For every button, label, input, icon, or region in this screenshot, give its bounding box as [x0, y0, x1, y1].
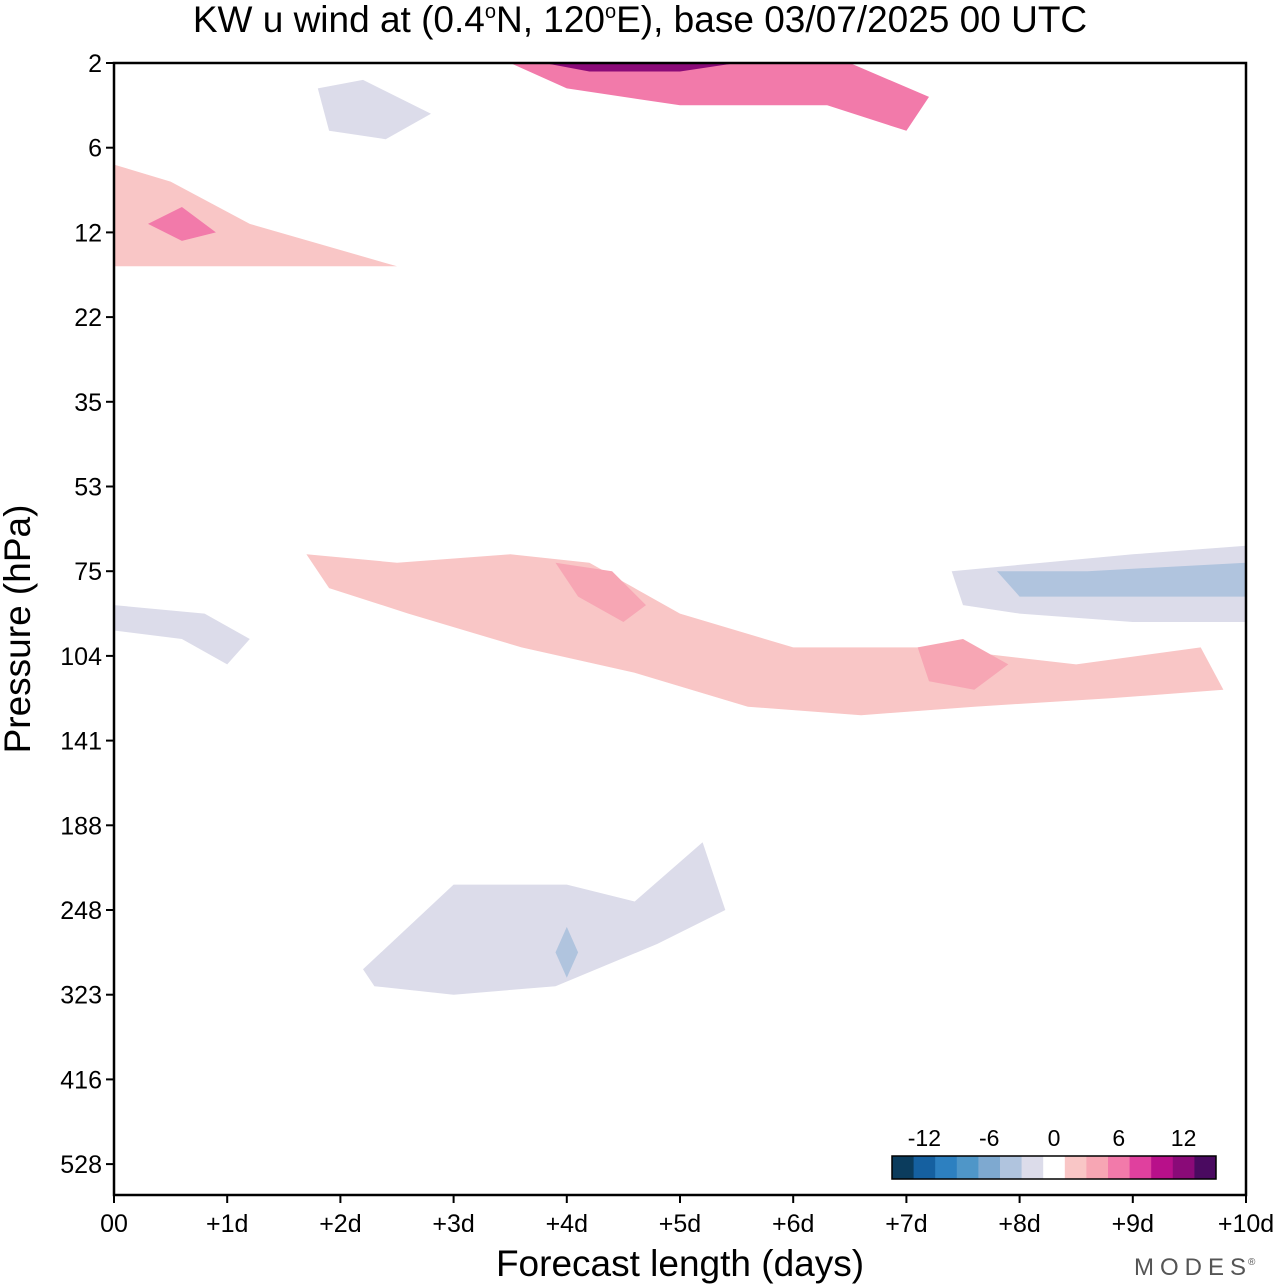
contour-lower-trop-easterly-max — [555, 926, 579, 978]
y-tick-label: 188 — [60, 812, 102, 840]
contour-mid-level-westerly — [306, 554, 1224, 716]
y-tick-label: 248 — [60, 897, 102, 925]
x-tick-label: +5d — [659, 1210, 701, 1238]
colorbar-label: 0 — [1048, 1125, 1061, 1151]
y-tick-label: 6 — [88, 135, 102, 163]
colorbar-label: 12 — [1171, 1125, 1197, 1151]
contour-mid-level-westerly-core2 — [917, 639, 1009, 690]
colorbar-swatch — [1086, 1156, 1109, 1179]
colorbar-swatch — [956, 1156, 979, 1179]
y-axis: 2 6 12 22 35 53 75 104 141 188 248 323 416 528 — [60, 50, 114, 1179]
colorbar-swatch — [1021, 1156, 1044, 1179]
contour-strat-westerly-6hPa — [114, 164, 397, 267]
modes-logo: MODES® — [1134, 1254, 1261, 1281]
colorbar-swatch — [913, 1156, 936, 1179]
contour-strat-westerly-top — [510, 63, 929, 131]
chart-title: KW u wind at (0.4oN, 120oE), base 03/07/… — [193, 0, 1087, 40]
y-tick-label: 75 — [74, 558, 102, 586]
contour-easterly-75hPa-core — [997, 562, 1246, 597]
colorbar-swatch — [1172, 1156, 1195, 1179]
colorbar-swatch — [892, 1156, 915, 1179]
x-tick-label: +9d — [1112, 1210, 1154, 1238]
x-tick-label: +8d — [998, 1210, 1040, 1238]
x-tick-label: 00 — [100, 1210, 128, 1238]
colorbar-swatch — [1043, 1156, 1066, 1179]
y-tick-label: 53 — [74, 474, 102, 502]
contour-strat-easterly-top — [317, 79, 431, 140]
x-tick-label: +6d — [772, 1210, 814, 1238]
colorbar-swatch — [1064, 1156, 1087, 1179]
colorbar-swatch — [1129, 1156, 1152, 1179]
y-tick-label: 416 — [60, 1066, 102, 1094]
contour-upper-trop-easterly — [646, 689, 1167, 843]
colorbar: -12 -6 0 6 12 — [891, 1125, 1217, 1180]
colorbar-swatch — [1108, 1156, 1131, 1179]
colorbar-frame — [891, 1155, 1217, 1180]
colorbar-label: -12 — [908, 1125, 941, 1151]
colorbar-swatch — [1000, 1156, 1023, 1179]
x-tick-label: +3d — [432, 1210, 474, 1238]
contour-easterly-100hPa-core — [114, 605, 250, 665]
contour-lower-trop-easterly-core — [363, 842, 726, 995]
y-tick-label: 2 — [88, 50, 102, 78]
x-tick-label: +4d — [546, 1210, 588, 1238]
x-axis-label: Forecast length (days) — [496, 1243, 864, 1284]
contour-mid-level-westerly-core — [555, 562, 646, 622]
x-axis: 00 +1d +2d +3d +4d +5d +6d +7d +8d +9d +10d — [100, 1195, 1274, 1238]
x-tick-label: +10d — [1218, 1210, 1274, 1238]
colorbar-swatch — [935, 1156, 958, 1179]
x-tick-label: +1d — [206, 1210, 248, 1238]
colorbar-swatch — [1194, 1156, 1217, 1179]
y-tick-label: 12 — [74, 219, 102, 247]
colorbar-label: 6 — [1112, 1125, 1125, 1151]
contour-strat-westerly-top-core — [544, 63, 737, 72]
x-tick-label: +7d — [885, 1210, 927, 1238]
colorbar-swatch — [1151, 1156, 1174, 1179]
colorbar-label: -6 — [979, 1125, 999, 1151]
y-tick-label: 141 — [60, 728, 102, 756]
y-axis-label: Pressure (hPa) — [0, 505, 38, 754]
y-tick-label: 528 — [60, 1151, 102, 1179]
y-tick-label: 104 — [60, 643, 102, 671]
x-tick-label: +2d — [319, 1210, 361, 1238]
y-tick-label: 323 — [60, 982, 102, 1010]
y-tick-label: 22 — [74, 304, 102, 332]
colorbar-swatch — [978, 1156, 1001, 1179]
contour-strat-westerly-6hPa-core — [148, 207, 216, 241]
y-tick-label: 35 — [74, 389, 102, 417]
contour-fills — [114, 63, 1246, 1038]
